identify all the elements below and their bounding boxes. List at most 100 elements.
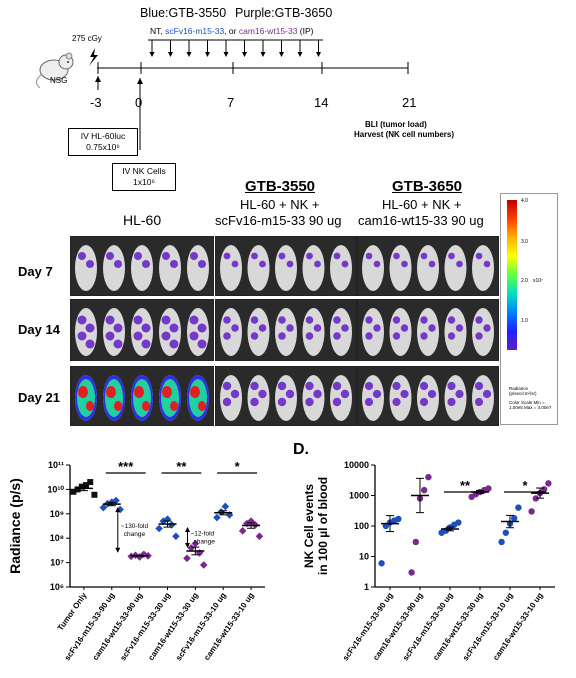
day-label: 21	[402, 95, 417, 110]
data-point	[511, 515, 518, 522]
arrow-head	[242, 52, 247, 57]
mouse-body	[220, 308, 242, 356]
data-point	[183, 554, 191, 563]
data-point	[74, 486, 81, 493]
signal-spot	[222, 381, 232, 391]
signal-blob	[190, 386, 200, 398]
injection-arrows	[149, 40, 321, 57]
box-line: 0.75x10⁶	[86, 142, 120, 152]
mouse-body	[472, 245, 494, 291]
signal-spot	[258, 389, 267, 399]
signal-spot	[313, 389, 322, 399]
signal-spot	[230, 389, 240, 399]
signal-spot	[105, 315, 115, 325]
signal-spot	[372, 389, 382, 399]
signal-spot	[392, 397, 401, 407]
y-tick-label: 1000	[349, 491, 369, 501]
bli-mice	[362, 308, 494, 356]
signal-spot	[189, 315, 199, 325]
data-point	[502, 529, 509, 536]
x-tick-label: scFv16-m15-33-90 ug	[63, 591, 117, 663]
signal-spot	[474, 397, 484, 407]
injection-box-hl60: IV HL-60luc 0.75x10⁶	[68, 128, 138, 156]
data-point	[91, 491, 98, 498]
signal-spot	[134, 252, 142, 260]
signal-spot	[113, 339, 123, 349]
mouse-body	[362, 375, 384, 421]
signal-spot	[86, 260, 94, 268]
data-point	[191, 539, 200, 548]
signal-spot	[365, 316, 373, 324]
data-point	[83, 482, 90, 489]
data-point	[99, 503, 108, 512]
signal-spot	[161, 331, 171, 341]
fold-annotation: ~12-fold	[191, 531, 215, 538]
y-axis-label: Radiance (p/s)	[7, 478, 23, 574]
bli-image	[70, 366, 214, 426]
data-point	[515, 504, 522, 511]
data-point	[498, 538, 505, 546]
mouse-body	[131, 308, 153, 356]
signal-spot	[85, 339, 95, 349]
signal-spot	[305, 397, 314, 407]
mouse-body	[362, 308, 384, 356]
day-label: 14	[314, 95, 329, 110]
colorbar-minmax: Color Scale Min = 1.00e5 Max = 4.00e7	[509, 400, 552, 410]
arrow-head	[316, 52, 321, 57]
mouse-body	[75, 245, 97, 291]
mouse-body	[275, 245, 297, 291]
signal-spot	[258, 324, 267, 332]
signal-spot	[340, 389, 350, 399]
data-point	[238, 527, 247, 535]
bli-image	[70, 299, 214, 361]
signal-spot	[455, 324, 464, 332]
signal-spot	[428, 260, 436, 268]
signal-spot	[364, 397, 374, 407]
fold-arrow-head	[185, 527, 190, 533]
treatment-line: NT, scFv16-m15-33, or cam16-wt15-33 (IP)	[150, 26, 314, 36]
colorbar-frame: 4.0 3.0 2.0 x10⁷ 1.0 Radiance (p/sec/cm²…	[500, 193, 558, 425]
y-tick-label: 10¹¹	[48, 460, 64, 470]
bli-mice	[220, 308, 352, 356]
mouse-body	[275, 375, 297, 421]
data-point	[187, 544, 195, 552]
data-point	[78, 483, 85, 490]
signal-spot	[251, 252, 258, 260]
signal-spot	[250, 316, 259, 324]
signal-spot	[333, 252, 341, 260]
col3-sub2: cam16-wt15-33 90 ug	[358, 213, 484, 228]
signal-blob	[142, 401, 150, 411]
signal-spot	[197, 323, 207, 333]
signal-spot	[482, 389, 492, 399]
data-point	[532, 495, 539, 502]
signal-spot	[286, 324, 294, 332]
signal-spot	[341, 260, 349, 268]
signal-spot	[364, 381, 374, 391]
arrow-head	[297, 52, 303, 57]
mouse-icon	[36, 52, 74, 89]
signal-blob	[161, 379, 179, 417]
signal-blob	[134, 386, 144, 398]
signal-spot	[170, 260, 178, 268]
mouse-body	[444, 308, 467, 356]
signal-blob	[162, 386, 172, 398]
arrow-head	[223, 52, 229, 57]
y-tick-label: 10⁸	[50, 533, 64, 543]
signal-spot	[427, 389, 437, 399]
signal-spot	[278, 252, 286, 260]
signal-spot	[141, 339, 151, 349]
mouse-body	[444, 375, 467, 421]
treatment-purple: cam16-wt15-33	[238, 26, 298, 36]
signal-blob	[133, 379, 151, 417]
signal-spot	[483, 324, 491, 332]
signal-spot	[113, 323, 123, 333]
significance-label: *	[235, 459, 241, 474]
data-point	[70, 488, 77, 495]
mouse-body	[220, 375, 242, 421]
mouse-body	[159, 308, 181, 356]
signal-blob	[106, 386, 116, 398]
box-line: IV HL-60luc	[80, 131, 126, 141]
y-tick-label: 10	[359, 552, 369, 562]
signal-spot	[447, 397, 456, 407]
signal-spot	[250, 332, 259, 340]
